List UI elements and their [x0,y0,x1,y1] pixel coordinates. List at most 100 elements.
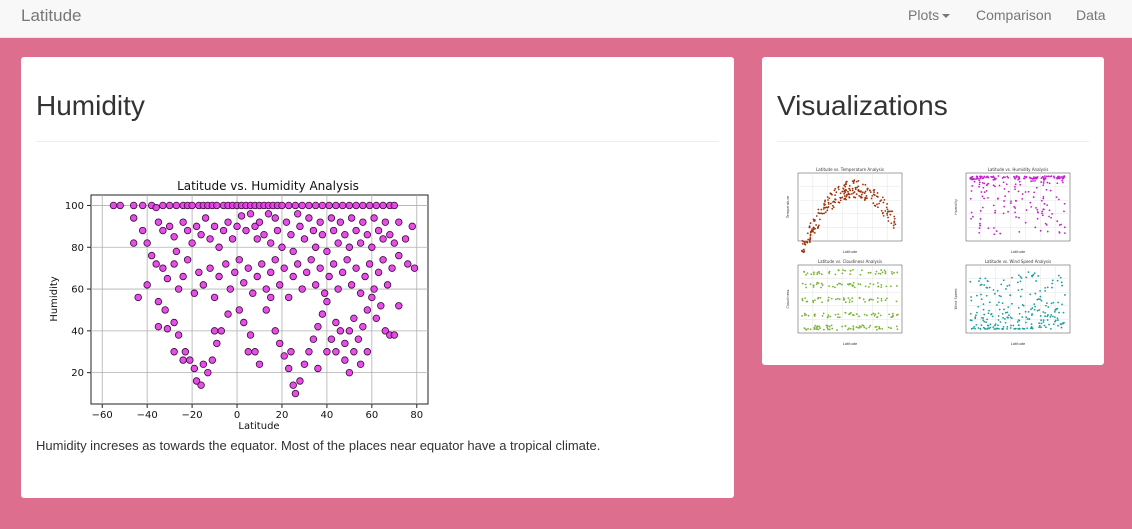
thumbnail-point [1048,323,1050,326]
thumbnail-point [987,324,990,327]
thumbnail-point [817,226,819,229]
thumbnail-point [985,190,988,192]
thumbnail-point [1046,286,1049,289]
thumbnail-point [997,315,1000,317]
thumbnail-point [1036,217,1039,220]
data-point [199,281,208,289]
thumbnail-point [813,315,816,317]
thumbnail-point [1043,324,1046,327]
data-point [174,285,183,293]
thumbnail-point [884,272,887,275]
thumbnail-humidity[interactable]: Latitude vs. Humidity Analysis Latitude Hu… [952,165,1074,255]
thumbnail-point [977,327,980,329]
thumbnail-point [832,285,834,288]
data-point [217,327,226,335]
nav-data-link[interactable]: Data [1076,7,1106,23]
data-point [356,289,365,297]
thumbnail-point [1024,310,1027,313]
thumbnail-point [811,229,813,232]
thumbnail-point [882,201,885,204]
thumbnail-point [804,328,807,331]
thumbnail-point [1014,183,1017,186]
thumbnail-point [1059,276,1062,279]
data-point [291,389,300,398]
thumbnail-point [861,269,863,272]
data-point [260,231,268,239]
thumbnail-point [1052,323,1055,326]
thumbnail-point [1044,312,1046,314]
thumbnail-point [870,313,873,316]
thumbnail-point [874,205,877,207]
thumbnail-point [890,327,892,330]
thumbnail-point [1026,327,1029,330]
thumbnail-point [808,226,811,229]
data-point [199,360,208,368]
data-point [253,272,261,281]
thumbnail-point [1044,289,1047,292]
thumbnail-point [1049,327,1052,330]
data-point [197,231,205,239]
thumbnail-point [1034,305,1036,308]
thumbnail-point [1046,181,1049,184]
data-point [316,264,324,272]
thumbnail-wind-speed[interactable]: Latitude vs. Wind Speed Analysis Latitude… [952,257,1074,347]
data-point [365,201,374,210]
thumbnail-point [1042,184,1045,187]
thumbnail-point [892,227,895,229]
thumbnail-point [855,313,858,315]
thumbnail-point [888,313,891,316]
thumbnail-point [896,285,898,287]
thumbnail-point [970,217,973,220]
data-point [359,322,367,331]
thumbnail-point [849,327,852,330]
thumbnail-point [844,301,847,304]
data-point [210,327,219,335]
thumbnail-plot-area [965,172,1071,242]
thumbnail-point [1029,201,1032,204]
thumbnail-point [886,212,888,215]
thumbnail-point [837,316,839,319]
data-point [233,222,241,231]
data-point [244,348,252,356]
thumbnail-point [895,325,898,328]
thumbnail-point [1064,232,1066,234]
thumbnail-point [970,178,973,181]
thumbnail-point [996,289,999,292]
thumbnail-title: Latitude vs. Temperature Analysis [816,167,884,172]
thumbnail-point [820,286,822,289]
nav-comparison-link[interactable]: Comparison [976,7,1052,23]
thumbnail-point [805,313,807,316]
thumbnail-point [977,177,979,180]
thumbnail-point [1036,208,1039,211]
thumbnail-cloudiness[interactable]: Latitude vs. Cloudiness Analysis Latitude… [784,257,906,347]
thumbnail-point [848,193,851,196]
thumbnail-temperature[interactable]: Latitude vs. Temperature Analysis Latitud… [784,165,906,255]
thumbnail-point [807,314,810,317]
data-point [154,297,163,306]
thumbnail-point [1021,193,1024,195]
data-point [262,306,270,314]
data-point [365,260,374,268]
nav-plots-dropdown[interactable]: Plots [908,7,951,23]
thumbnail-xlabel: Latitude [843,342,857,346]
data-point [276,339,284,348]
thumbnail-point [847,297,850,299]
thumbnail-point [1061,179,1064,182]
thumbnail-point [859,283,862,286]
thumbnail-point [876,206,879,209]
thumbnail-point [865,327,868,330]
brand-link[interactable]: Latitude [21,6,82,25]
humidity-scatter-chart: Latitude vs. Humidity Analysis −60 −40 −20… [49,179,429,432]
thumbnail-point [821,212,824,215]
thumbnail-point [1007,190,1010,193]
thumbnail-point [993,233,996,236]
thumbnail-point [979,284,982,286]
thumbnail-point [889,213,892,216]
data-point [159,226,167,235]
thumbnail-point [1040,322,1043,325]
thumbnail-point [868,189,871,192]
data-point [224,218,232,226]
thumbnail-point [996,198,999,200]
data-point [258,260,266,268]
thumbnail-point [1046,319,1049,321]
